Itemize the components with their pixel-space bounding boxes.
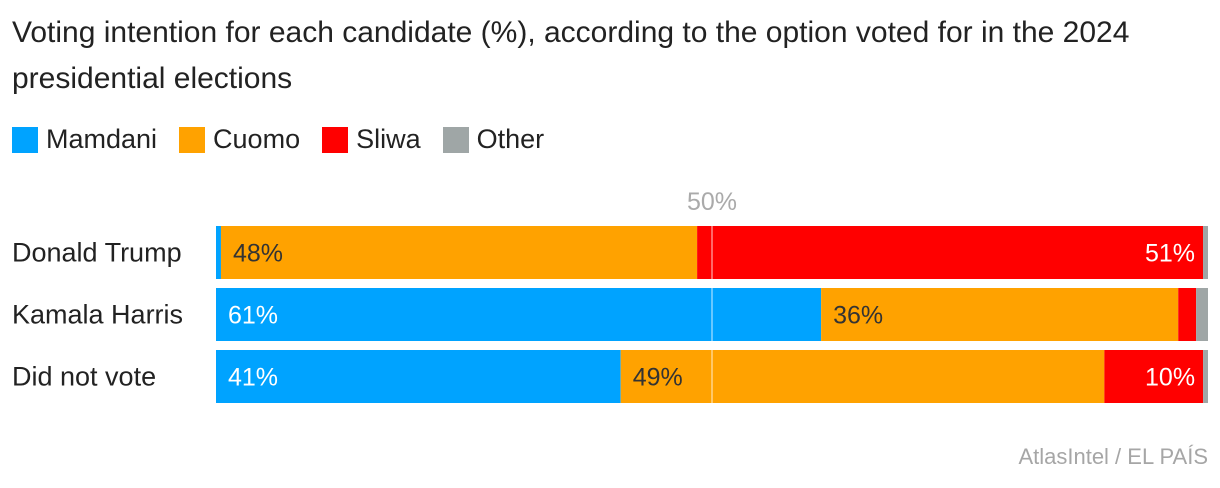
- legend-swatch-sliwa: [322, 126, 349, 153]
- bar-segment-other: [1196, 288, 1208, 341]
- data-label: 36%: [833, 302, 883, 330]
- data-label: 10%: [1145, 364, 1195, 392]
- data-label: 49%: [633, 364, 683, 392]
- legend-swatch-cuomo: [179, 126, 206, 153]
- bar-segment-sliwa: [697, 226, 1204, 279]
- bar-segment-other: [1203, 226, 1208, 279]
- legend-label-sliwa: Sliwa: [356, 124, 421, 154]
- bar-segment-sliwa: [1104, 350, 1204, 403]
- data-label: 41%: [228, 364, 278, 392]
- legend-item-mamdani: Mamdani: [12, 124, 157, 155]
- legend-item-sliwa: Sliwa: [322, 124, 421, 155]
- data-label: 61%: [228, 302, 278, 330]
- legend-item-other: Other: [442, 124, 545, 155]
- legend-label-cuomo: Cuomo: [213, 124, 301, 154]
- legend: Mamdani Cuomo Sliwa Other: [12, 124, 566, 155]
- bar-segment-mamdani: [216, 288, 822, 341]
- bar-segment-mamdani: [216, 226, 221, 279]
- chart-title: Voting intention for each candidate (%),…: [12, 16, 1130, 95]
- bar-segment-other: [1203, 350, 1208, 403]
- category-label: Donald Trump: [12, 238, 182, 268]
- data-label: 51%: [1145, 240, 1195, 268]
- bar-segment-cuomo: [620, 350, 1105, 403]
- category-label: Kamala Harris: [12, 300, 183, 330]
- bar-segment-cuomo: [220, 226, 698, 279]
- legend-label-other: Other: [476, 124, 545, 154]
- legend-swatch-mamdani: [12, 126, 38, 153]
- category-label: Did not vote: [12, 362, 156, 392]
- legend-label-mamdani: Mamdani: [46, 124, 158, 154]
- reference-line-label: 50%: [687, 188, 737, 216]
- bar-segment-mamdani: [216, 350, 621, 403]
- legend-item-cuomo: Cuomo: [179, 124, 300, 155]
- bar-segment-sliwa: [1178, 288, 1197, 341]
- source-credit: AtlasIntel / EL PAÍS: [1018, 444, 1208, 469]
- bar-segment-cuomo: [821, 288, 1179, 341]
- legend-swatch-other: [442, 126, 469, 153]
- data-label: 48%: [233, 240, 283, 268]
